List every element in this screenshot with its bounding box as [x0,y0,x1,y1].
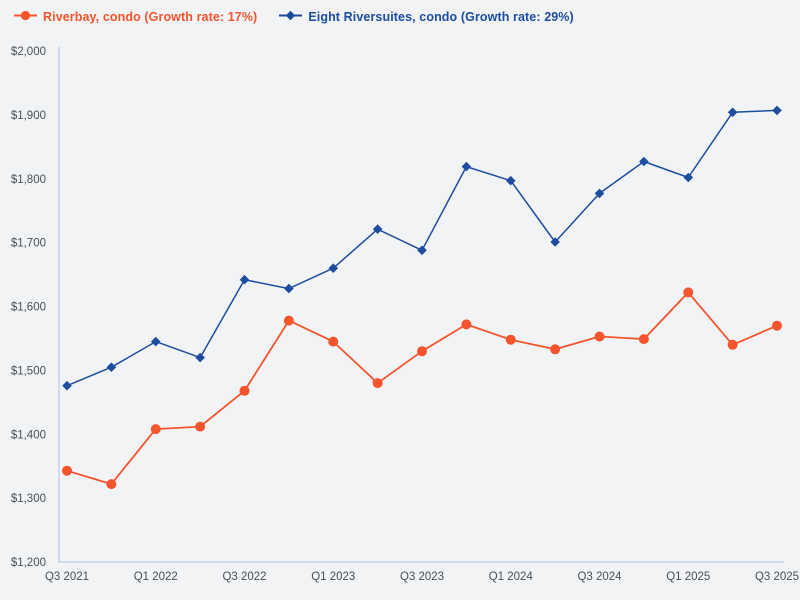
data-point[interactable] [62,380,72,391]
x-tick-label: Q3 2024 [577,571,622,583]
data-point[interactable] [594,331,605,342]
y-tick-label: $1,800 [11,174,46,186]
series-line-0 [66,291,778,486]
data-point[interactable] [727,107,738,118]
x-tick-label: Q3 2025 [755,571,799,583]
data-point[interactable] [550,237,560,247]
data-point[interactable] [195,421,206,432]
data-point[interactable] [594,188,605,199]
y-tick-label: $1,300 [11,493,46,505]
chart-legend: Riverbay, condo (Growth rate: 17%) Eight… [14,8,574,26]
data-point[interactable] [417,346,427,357]
x-tick-label: Q1 2025 [666,571,710,583]
data-point[interactable] [683,172,694,183]
data-point[interactable] [372,224,383,234]
data-point[interactable] [638,334,649,345]
data-point[interactable] [106,362,117,372]
data-point[interactable] [417,245,427,256]
x-tick-label: Q3 2023 [400,571,444,583]
y-tick-label: $1,500 [11,365,46,377]
data-point[interactable] [772,320,782,331]
data-point[interactable] [62,465,72,476]
legend-label-riverbay: Riverbay, condo (Growth rate: 17%) [43,10,258,24]
y-tick-label: $1,700 [11,238,46,250]
legend-item-riverbay[interactable]: Riverbay, condo (Growth rate: 17%) [14,8,257,26]
x-tick-label: Q1 2024 [489,571,534,583]
data-point[interactable] [239,385,250,396]
data-point[interactable] [550,344,561,355]
legend-item-eight-riversuites[interactable]: Eight Riversuites, condo (Growth rate: 2… [279,8,574,26]
data-point[interactable] [683,287,694,298]
data-point[interactable] [461,319,472,330]
data-point[interactable] [772,105,782,116]
y-tick-label: $1,600 [11,302,46,314]
data-point[interactable] [106,479,117,490]
data-point[interactable] [328,263,339,273]
data-point[interactable] [284,283,294,294]
axis-lines [58,47,784,563]
diamond-line-marker-icon [279,8,303,26]
data-point[interactable] [195,352,205,363]
data-point[interactable] [150,424,161,435]
y-tick-label: $1,200 [11,557,46,569]
data-point[interactable] [372,378,383,389]
x-tick-label: Q1 2022 [134,571,178,583]
data-point[interactable] [727,339,738,350]
data-point[interactable] [328,336,339,347]
data-point[interactable] [239,274,250,285]
circle-line-marker-icon [14,8,37,26]
data-point[interactable] [505,334,516,345]
x-tick-label: Q3 2021 [45,571,89,583]
legend-label-eight-riversuites: Eight Riversuites, condo (Growth rate: 2… [308,10,574,24]
data-point[interactable] [150,336,161,347]
data-point[interactable] [461,161,472,172]
data-point[interactable] [283,315,294,326]
y-tick-label: $1,400 [11,429,46,441]
x-tick-label: Q3 2022 [222,571,266,583]
y-tick-label: $2,000 [11,46,46,58]
data-point[interactable] [505,175,516,186]
x-tick-label: Q1 2023 [311,571,355,583]
data-point[interactable] [639,156,649,167]
y-tick-label: $1,900 [11,110,46,122]
